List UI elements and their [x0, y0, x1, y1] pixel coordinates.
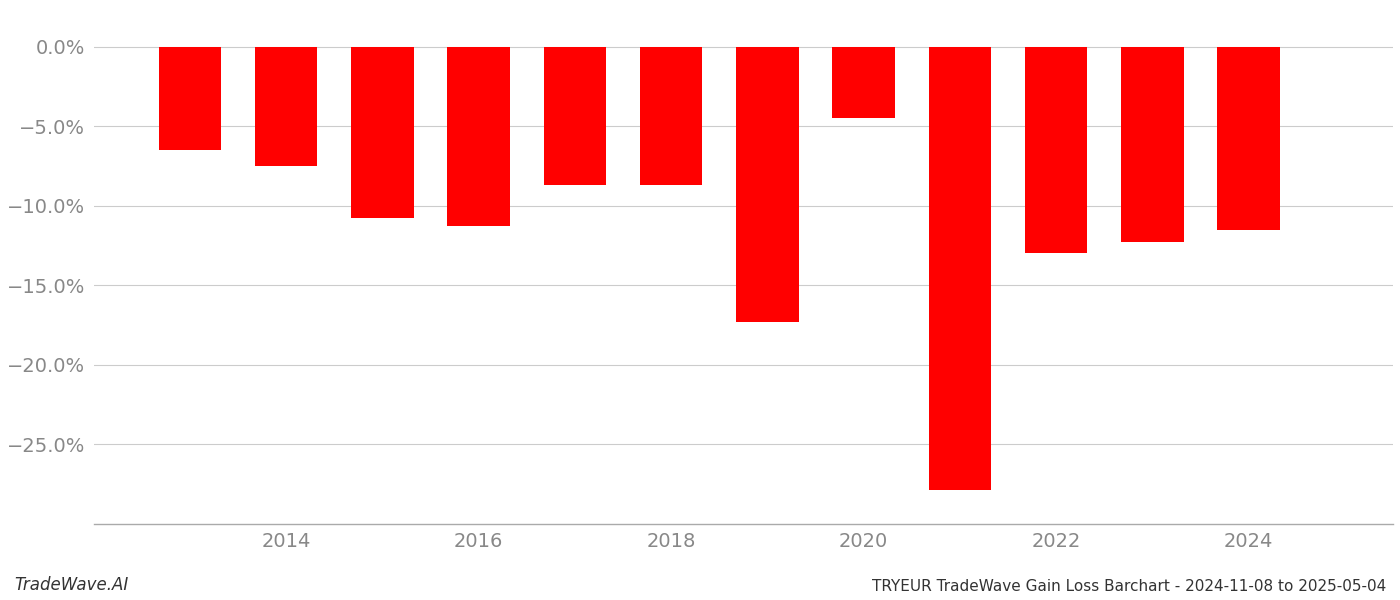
Bar: [543, 47, 606, 185]
Bar: [1025, 47, 1088, 253]
Bar: [640, 47, 703, 185]
Bar: [351, 47, 413, 218]
Bar: [255, 47, 318, 166]
Text: TradeWave.AI: TradeWave.AI: [14, 576, 129, 594]
Bar: [448, 47, 510, 226]
Text: TRYEUR TradeWave Gain Loss Barchart - 2024-11-08 to 2025-05-04: TRYEUR TradeWave Gain Loss Barchart - 20…: [872, 579, 1386, 594]
Bar: [158, 47, 221, 150]
Bar: [833, 47, 895, 118]
Bar: [736, 47, 798, 322]
Bar: [928, 47, 991, 490]
Bar: [1121, 47, 1184, 242]
Bar: [1218, 47, 1280, 230]
